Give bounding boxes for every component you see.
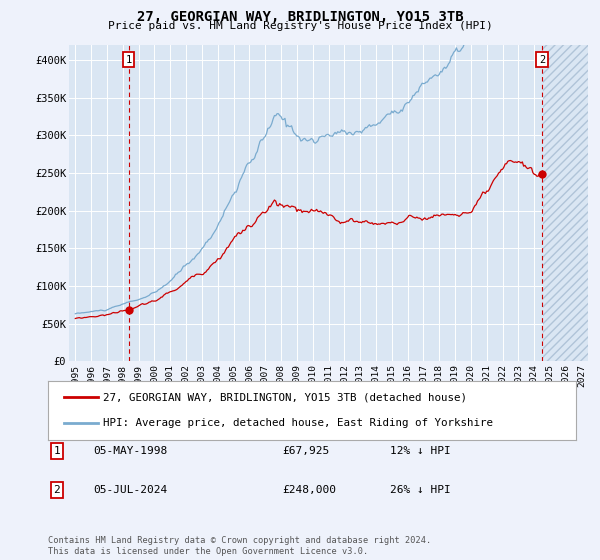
Text: 1: 1 bbox=[53, 446, 61, 456]
Text: 26% ↓ HPI: 26% ↓ HPI bbox=[390, 485, 451, 495]
Text: 05-MAY-1998: 05-MAY-1998 bbox=[93, 446, 167, 456]
Text: Contains HM Land Registry data © Crown copyright and database right 2024.
This d: Contains HM Land Registry data © Crown c… bbox=[48, 536, 431, 556]
Text: 05-JUL-2024: 05-JUL-2024 bbox=[93, 485, 167, 495]
Text: Price paid vs. HM Land Registry's House Price Index (HPI): Price paid vs. HM Land Registry's House … bbox=[107, 21, 493, 31]
Text: 1: 1 bbox=[125, 55, 132, 65]
Text: 2: 2 bbox=[539, 55, 545, 65]
Bar bbox=[544, 45, 588, 361]
Text: HPI: Average price, detached house, East Riding of Yorkshire: HPI: Average price, detached house, East… bbox=[103, 418, 493, 428]
Text: 27, GEORGIAN WAY, BRIDLINGTON, YO15 3TB: 27, GEORGIAN WAY, BRIDLINGTON, YO15 3TB bbox=[137, 10, 463, 24]
Text: £248,000: £248,000 bbox=[282, 485, 336, 495]
Text: 12% ↓ HPI: 12% ↓ HPI bbox=[390, 446, 451, 456]
Text: 2: 2 bbox=[53, 485, 61, 495]
Text: 27, GEORGIAN WAY, BRIDLINGTON, YO15 3TB (detached house): 27, GEORGIAN WAY, BRIDLINGTON, YO15 3TB … bbox=[103, 392, 467, 402]
Text: £67,925: £67,925 bbox=[282, 446, 329, 456]
